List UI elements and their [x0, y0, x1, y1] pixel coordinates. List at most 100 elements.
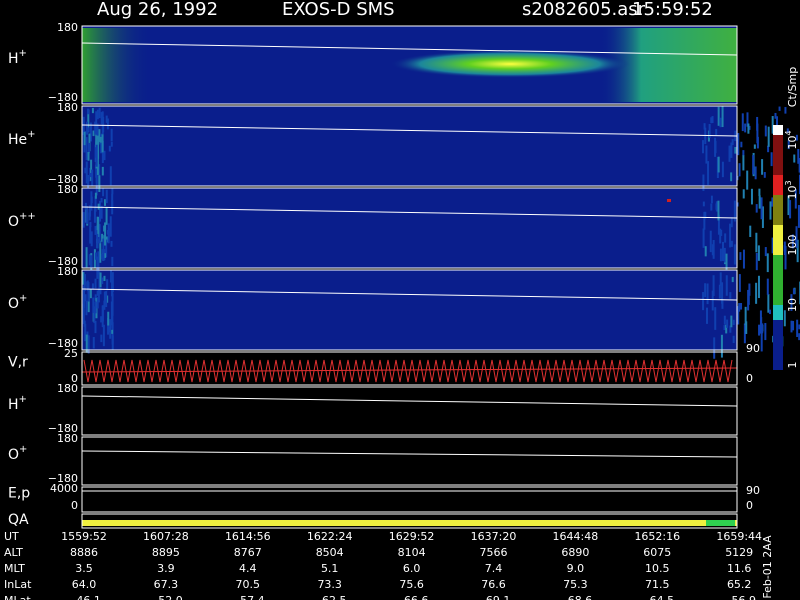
streak — [742, 189, 745, 199]
streak — [711, 244, 714, 256]
streak — [94, 144, 97, 162]
streak — [92, 130, 95, 137]
y-tick-label: 180 — [57, 382, 78, 395]
colorbar-label-base: 10 — [786, 186, 799, 200]
streak — [742, 249, 745, 269]
streak — [745, 321, 748, 334]
streak — [84, 323, 87, 342]
streak — [771, 197, 774, 207]
streak — [110, 142, 113, 147]
streak — [706, 307, 709, 324]
panel-label-species: O — [8, 296, 19, 312]
streak — [89, 226, 92, 244]
panel-frame — [81, 486, 738, 513]
streak — [704, 211, 707, 219]
streak — [729, 223, 732, 248]
row-value: 3.5 — [75, 562, 93, 575]
row-value: 8104 — [398, 546, 426, 559]
panel-label-species: E,p — [8, 486, 30, 502]
panel-frame — [81, 386, 738, 436]
streak — [723, 325, 726, 331]
panel-label-species: He — [8, 132, 27, 148]
streak — [798, 324, 800, 330]
y-tick-label: −180 — [48, 173, 78, 186]
streak — [705, 145, 708, 164]
streak — [757, 245, 760, 261]
streak — [767, 294, 770, 313]
streak — [713, 337, 716, 359]
streak — [725, 253, 728, 270]
streak — [111, 188, 114, 195]
streak — [747, 123, 750, 134]
panel-frame — [81, 436, 738, 486]
streak — [84, 294, 87, 302]
streak — [731, 276, 734, 283]
streak — [94, 196, 97, 212]
y2-tick-label: 90 — [746, 342, 760, 355]
streak — [94, 252, 97, 260]
streak — [85, 334, 88, 353]
streak — [96, 155, 99, 175]
streak — [87, 174, 90, 188]
streak — [702, 174, 705, 191]
row-value: 73.3 — [317, 578, 342, 591]
streak — [97, 251, 100, 275]
panel-frame — [81, 269, 738, 351]
streak — [729, 325, 732, 333]
streak — [717, 200, 720, 221]
streak — [95, 144, 98, 167]
streak — [105, 239, 108, 258]
streak — [84, 167, 87, 174]
title-date: Aug 26, 1992 — [97, 0, 218, 20]
row-value: −64.5 — [640, 594, 674, 600]
streak — [704, 246, 707, 257]
streak — [92, 337, 95, 349]
panel-label: H+ — [8, 48, 27, 67]
row-value: 8767 — [234, 546, 262, 559]
streak — [714, 307, 717, 330]
streak — [760, 317, 763, 327]
panel-label-charge: ++ — [19, 211, 36, 222]
row-value: 8895 — [152, 546, 180, 559]
streak — [798, 174, 800, 195]
colorbar — [773, 125, 783, 370]
streak — [778, 106, 781, 111]
streak — [730, 172, 733, 182]
row-value: 1652:16 — [634, 530, 680, 543]
streak — [756, 136, 759, 149]
streak — [110, 128, 113, 142]
streak — [99, 272, 102, 288]
streak — [739, 252, 742, 260]
streak — [86, 121, 89, 135]
streak — [708, 123, 711, 138]
streak — [731, 139, 734, 146]
panel-label: QA — [8, 512, 29, 528]
streak — [111, 200, 114, 207]
streak — [730, 240, 733, 247]
streak — [740, 141, 743, 148]
streak — [767, 126, 770, 147]
row-value: 10.5 — [645, 562, 670, 575]
streak — [787, 140, 790, 150]
streak — [88, 133, 91, 152]
streak — [710, 117, 713, 124]
streak — [755, 282, 758, 304]
streak — [94, 294, 97, 301]
row-value: 7566 — [480, 546, 508, 559]
streak — [97, 288, 100, 303]
streak — [755, 252, 758, 271]
colorbar-label-base: 100 — [786, 235, 799, 256]
colorbar-label-base: 10 — [786, 298, 799, 312]
streak — [90, 255, 93, 269]
streak — [86, 206, 89, 224]
panel-label-charge: + — [19, 293, 27, 304]
panel-label-charge: + — [27, 129, 35, 140]
streak — [752, 155, 755, 175]
streak — [740, 303, 743, 310]
y-tick-label: −180 — [48, 472, 78, 485]
streak — [82, 212, 85, 228]
streak — [89, 288, 92, 299]
streak — [793, 154, 796, 163]
streak — [111, 272, 114, 293]
streak — [82, 285, 85, 308]
